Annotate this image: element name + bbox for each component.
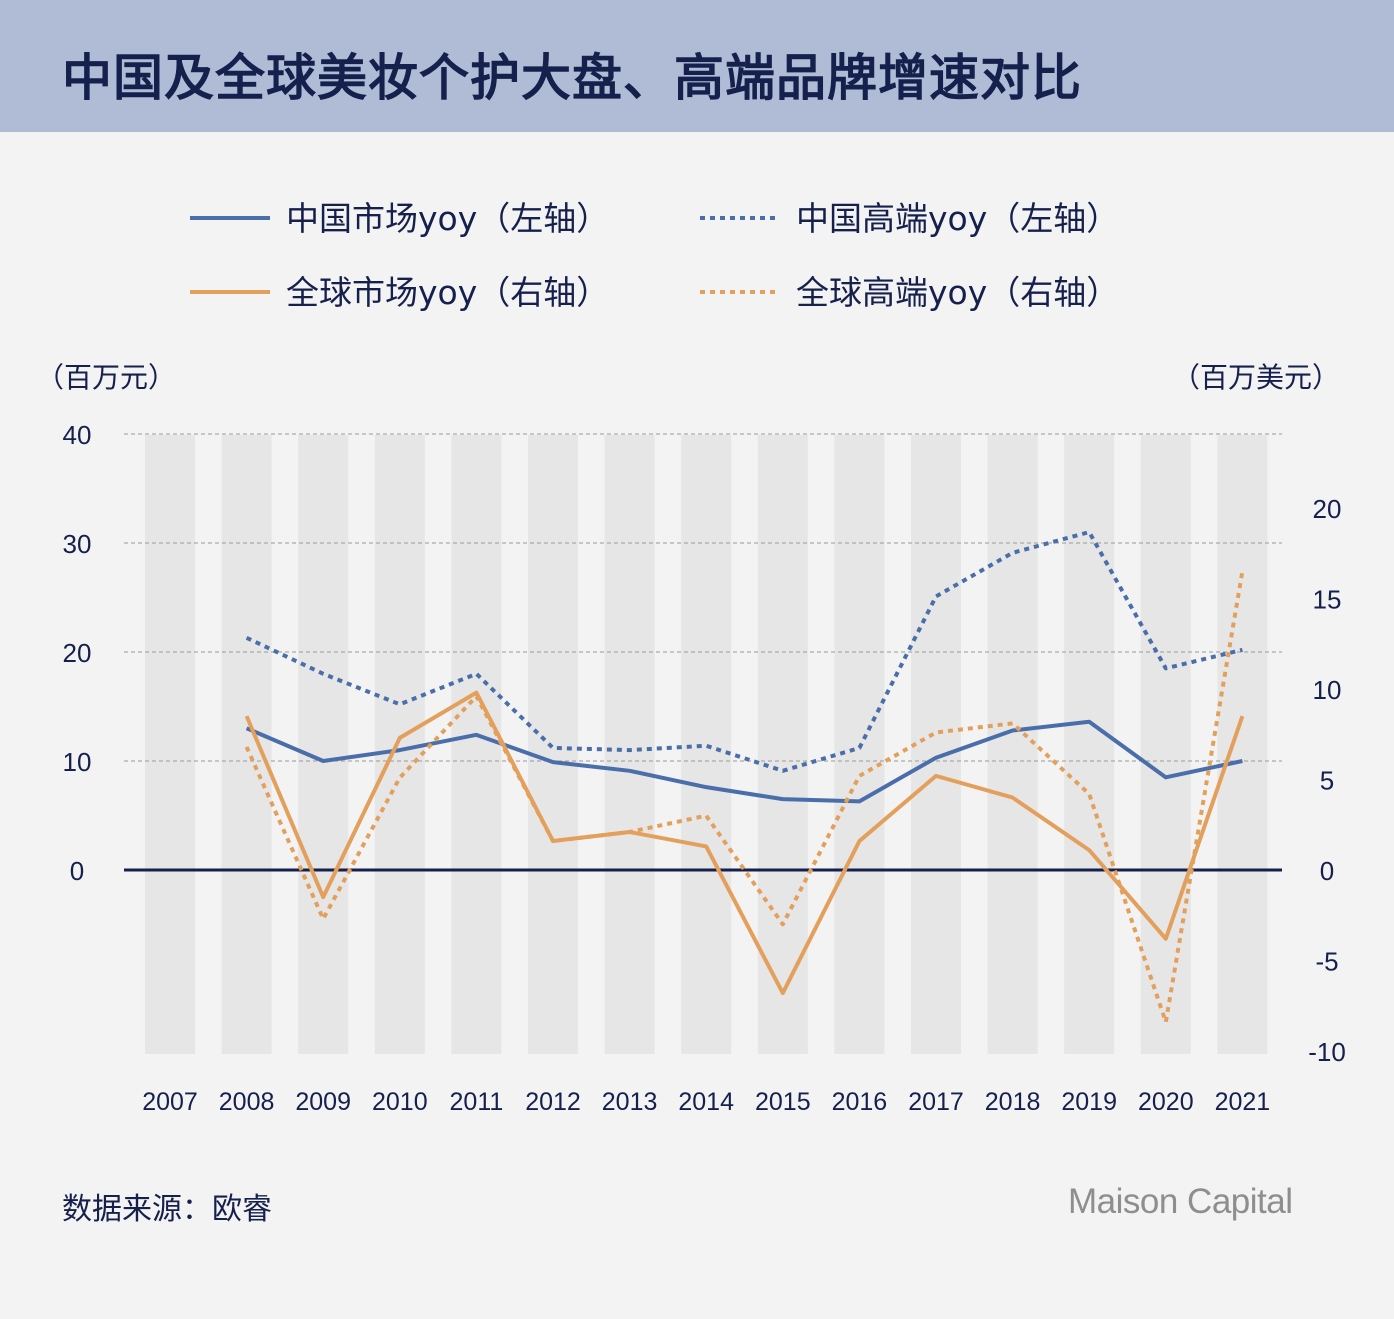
category-band: [374, 435, 425, 1054]
x-tick-label: 2018: [985, 1088, 1041, 1116]
category-band: [145, 435, 195, 1054]
brand-logo: Maison Capital: [1068, 1182, 1293, 1221]
x-tick-label: 2009: [295, 1088, 351, 1116]
right-tick-label: -10: [1308, 1037, 1346, 1067]
left-axis-unit: （百万元）: [36, 361, 176, 394]
category-band: [451, 435, 502, 1054]
category-band: [604, 435, 655, 1054]
category-band: [1064, 435, 1115, 1054]
right-axis-unit: （百万美元）: [1172, 361, 1340, 394]
left-tick-label: 0: [70, 856, 84, 886]
right-tick-label: 15: [1313, 585, 1342, 615]
x-tick-label: 2017: [908, 1088, 964, 1116]
category-band: [298, 435, 349, 1054]
category-band: [1140, 435, 1191, 1054]
x-tick-label: 2007: [142, 1088, 198, 1116]
legend-label: 中国市场yoy（左轴）: [286, 199, 609, 238]
x-tick-label: 2008: [219, 1088, 275, 1116]
right-tick-label: -5: [1315, 947, 1338, 977]
title-banner: [0, 0, 1394, 132]
series-line-3: [244, 690, 1245, 996]
x-tick-label: 2011: [450, 1088, 504, 1116]
category-band: [1217, 435, 1268, 1054]
legend-label: 中国高端yoy（左轴）: [796, 199, 1119, 238]
left-tick-label: 10: [63, 747, 92, 777]
x-tick-label: 2020: [1138, 1088, 1194, 1116]
x-tick-label: 2021: [1215, 1088, 1271, 1116]
data-source: 数据来源：欧睿: [62, 1192, 272, 1227]
x-tick-label: 2016: [832, 1088, 888, 1116]
right-tick-label: 20: [1313, 494, 1342, 524]
x-tick-label: 2010: [372, 1088, 428, 1116]
chart-title: 中国及全球美妆个护大盘、高端品牌增速对比: [62, 49, 1082, 107]
category-band: [221, 435, 272, 1054]
series-line-2: [245, 530, 1243, 773]
category-band: [987, 435, 1038, 1054]
x-tick-label: 2019: [1061, 1088, 1117, 1116]
x-tick-label: 2013: [602, 1088, 658, 1116]
series-line-4: [244, 571, 1245, 1025]
left-tick-label: 40: [63, 420, 92, 450]
x-tick-label: 2014: [678, 1088, 734, 1116]
category-band: [681, 435, 732, 1054]
category-band: [911, 435, 961, 1054]
x-tick-label: 2012: [525, 1088, 581, 1116]
left-tick-label: 30: [63, 529, 92, 559]
x-tick-label: 2015: [755, 1088, 811, 1116]
right-tick-label: 0: [1320, 856, 1334, 886]
legend-label: 全球高端yoy（右轴）: [796, 273, 1119, 312]
legend-label: 全球市场yoy（右轴）: [286, 273, 609, 312]
left-tick-label: 20: [63, 638, 92, 668]
category-band: [757, 435, 808, 1054]
right-tick-label: 5: [1320, 766, 1334, 796]
series-line-1: [245, 719, 1243, 804]
right-tick-label: 10: [1313, 675, 1342, 705]
category-band: [528, 435, 578, 1054]
